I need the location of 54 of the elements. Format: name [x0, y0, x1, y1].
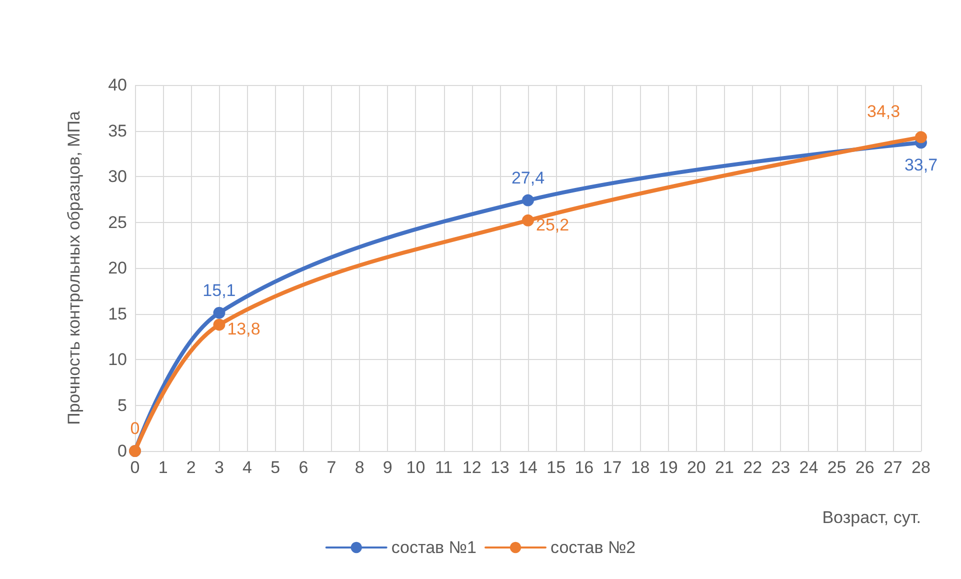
x-tick-label: 18: [630, 458, 650, 477]
x-tick-label: 3: [214, 458, 224, 477]
x-tick-label: 10: [406, 458, 426, 477]
x-tick-label: 20: [686, 458, 706, 477]
y-tick-label: 10: [108, 350, 127, 369]
x-tick-label: 26: [855, 458, 874, 477]
y-tick-label: 0: [118, 442, 127, 460]
x-tick-label: 8: [354, 458, 364, 477]
legend-label: состав №2: [550, 538, 636, 557]
point: [522, 214, 534, 226]
x-tick-label: 11: [434, 458, 453, 477]
y-tick-label: 15: [108, 304, 127, 324]
x-tick-label: 6: [298, 458, 308, 477]
x-tick-label: 2: [186, 458, 196, 477]
data-label: 27,4: [511, 168, 545, 188]
point: [522, 194, 534, 206]
x-tick-label: 15: [546, 458, 566, 477]
x-tick-label: 14: [518, 458, 538, 477]
x-tick-label: 0: [130, 458, 140, 477]
y-tick-label: 40: [108, 76, 127, 94]
x-tick-label: 27: [883, 458, 902, 477]
x-tick-label: 5: [270, 458, 280, 477]
data-label: 25,2: [536, 215, 570, 234]
x-tick-label: 4: [242, 458, 252, 477]
data-label: 13,8: [227, 320, 260, 339]
point: [915, 131, 927, 144]
x-tick-label: 9: [382, 458, 392, 477]
x-tick-label: 25: [827, 458, 846, 477]
x-tick-label: 19: [658, 458, 678, 477]
x-axis-title: Возраст, сут.: [822, 508, 921, 527]
data-label: 15,1: [202, 280, 236, 300]
y-axis-title: Прочность контрольных образцов, МПа: [64, 110, 84, 425]
x-tick-label: 21: [715, 458, 734, 477]
x-tick-label: 12: [462, 458, 482, 477]
y-tick-label: 20: [108, 258, 127, 278]
x-tick-label: 17: [602, 458, 622, 477]
y-tick-label: 5: [118, 396, 127, 415]
x-tick-label: 13: [490, 458, 510, 477]
x-tick-label: 1: [158, 458, 168, 477]
data-label: 33,7: [904, 156, 938, 175]
point: [213, 318, 226, 331]
legend-label: состав №1: [391, 538, 477, 557]
y-tick-label: 30: [108, 167, 127, 186]
x-tick-label: 24: [799, 458, 818, 477]
y-tick-label: 25: [108, 212, 127, 232]
data-label: 34,3: [867, 102, 900, 122]
x-tick-label: 28: [912, 458, 930, 477]
x-tick-label: 7: [326, 458, 336, 477]
data-label: 0: [130, 419, 140, 438]
x-tick-label: 16: [574, 458, 594, 477]
x-tick-label: 22: [743, 458, 762, 477]
point: [213, 306, 226, 319]
y-tick-label: 35: [108, 121, 127, 140]
x-tick-label: 23: [771, 458, 790, 477]
